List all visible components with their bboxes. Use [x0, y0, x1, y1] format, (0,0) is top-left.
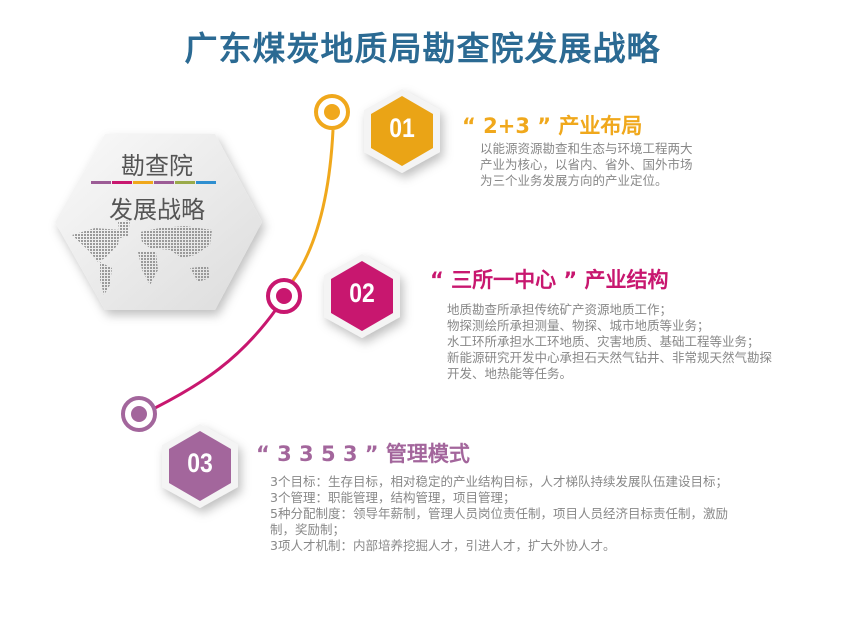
center-title-line1: 勘查院: [121, 152, 193, 180]
body-line: 产业为核心，以省内、省外、国外市场: [480, 157, 693, 172]
divider-segment: [196, 181, 216, 184]
item-body: 地质勘查所承担传统矿产资源地质工作； 物探测绘所承担测量、物探、城市地质等业务；…: [447, 302, 772, 382]
body-line: 开发、地热能等任务。: [447, 366, 573, 381]
item-number: 01: [389, 113, 415, 143]
body-line: 3个目标：生存目标，相对稳定的产业结构目标，人才梯队持续发展队伍建设目标；: [270, 474, 728, 489]
divider-segment: [133, 181, 153, 184]
item-body: 3个目标：生存目标，相对稳定的产业结构目标，人才梯队持续发展队伍建设目标； 3个…: [270, 474, 728, 554]
center-title-line2: 发展战略: [109, 196, 205, 224]
timeline-curve-magenta: [154, 307, 279, 410]
hexagon-01: [364, 89, 440, 173]
divider-segment: [175, 181, 195, 184]
hexagon-02: [324, 254, 400, 338]
body-line: 为三个业务发展方向的产业定位。: [480, 173, 668, 188]
timeline-node-purple: [121, 396, 157, 432]
hexagon-03: [162, 424, 238, 508]
world-map-icon: [72, 220, 212, 295]
item-number: 03: [187, 448, 213, 478]
body-line: 水工环所承担水工环地质、灾害地质、基础工程等业务；: [447, 334, 760, 349]
body-line: 3项人才机制：内部培养挖掘人才，引进人才，扩大外协人才。: [270, 538, 616, 553]
item-heading: “ 三所一中心 ” 产业结构: [430, 268, 669, 292]
body-line: 物探测绘所承担测量、物探、城市地质等业务；: [447, 318, 710, 333]
body-line: 3个管理：职能管理，结构管理，项目管理；: [270, 490, 516, 505]
body-line: 制，奖励制；: [270, 522, 346, 537]
divider-segment: [154, 181, 174, 184]
timeline-curve-orange: [290, 129, 335, 283]
item-heading: “ 3 3 5 3 ” 管理模式: [256, 442, 470, 466]
body-line: 以能源资源勘查和生态与环境工程两大: [480, 141, 693, 156]
body-line: 5种分配制度：领导年薪制，管理人员岗位责任制，项目人员经济目标责任制，激励: [270, 506, 728, 521]
body-line: 新能源研究开发中心承担石天然气钻井、非常规天然气勘探: [447, 350, 773, 365]
body-line: 地质勘查所承担传统矿产资源地质工作；: [447, 302, 673, 317]
timeline-node-magenta: [266, 278, 302, 314]
timeline-node-orange: [314, 94, 350, 130]
divider-segment: [112, 181, 132, 184]
page-title: 广东煤炭地质局勘查院发展战略: [184, 29, 661, 68]
item-number: 02: [349, 278, 375, 308]
divider-segment: [91, 181, 111, 184]
item-body: 以能源资源勘查和生态与环境工程两大 产业为核心，以省内、省外、国外市场 为三个业…: [480, 141, 693, 189]
item-heading: “ 2+3 ” 产业布局: [462, 114, 643, 138]
